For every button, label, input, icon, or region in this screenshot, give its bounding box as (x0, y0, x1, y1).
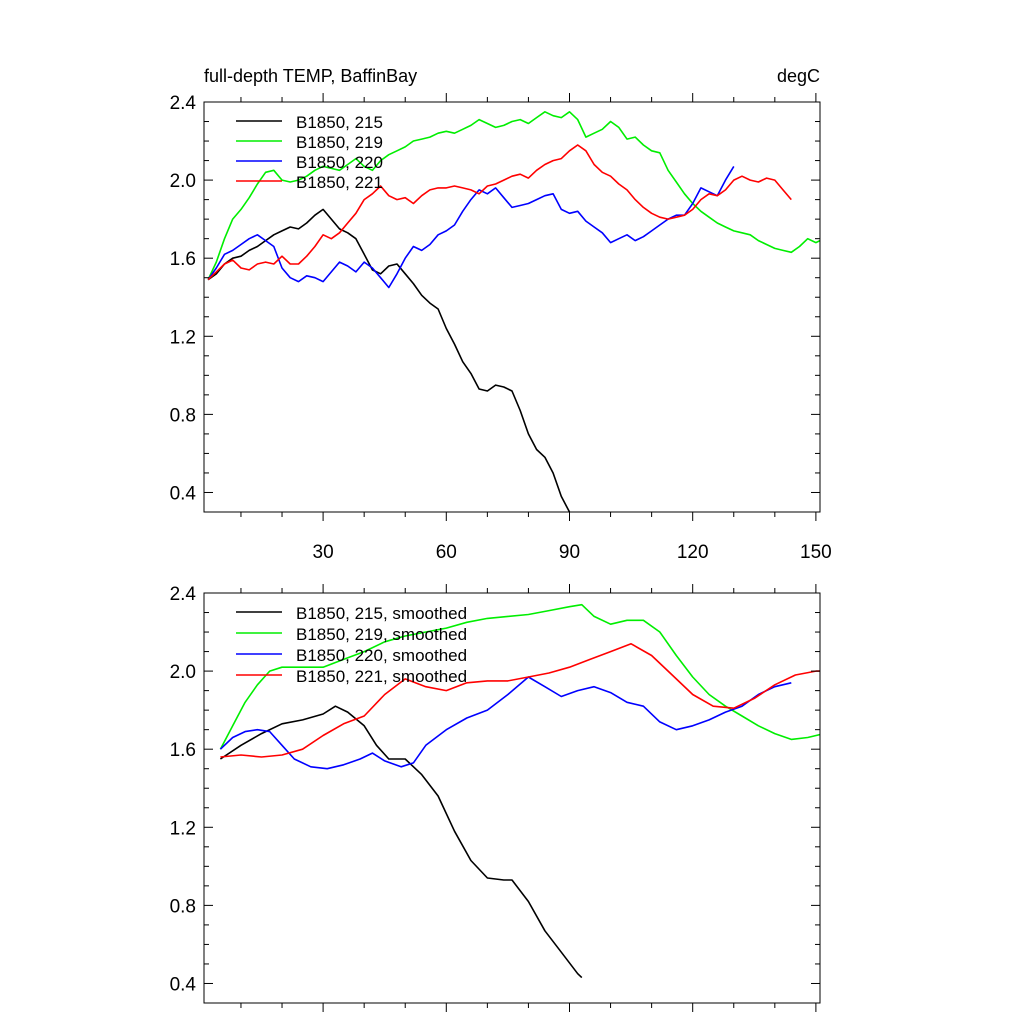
x-tick-label: 120 (677, 542, 709, 563)
legend-label-219-smoothed: B1850, 219, smoothed (296, 625, 467, 644)
series-line-b1850-221 (207, 144, 792, 281)
x-tick-label: 60 (436, 542, 457, 563)
plot-frame (203, 592, 821, 1004)
y-tick-label: 1.2 (170, 818, 196, 839)
x-tick-label: 90 (559, 542, 580, 563)
series-line-b1850-219 (207, 111, 820, 281)
legend: B1850, 215, smoothed B1850, 219, smoothe… (236, 604, 467, 686)
panel-title-right: degC (777, 66, 820, 86)
series-line-b1850-220 (207, 165, 735, 289)
panel-title-left: full-depth TEMP, BaffinBay (204, 66, 417, 86)
y-tick-label: 0.8 (170, 405, 196, 426)
series-line-b1850-215 (207, 208, 571, 512)
y-tick-label: 2.0 (170, 662, 196, 683)
legend-label-215-smoothed: B1850, 215, smoothed (296, 604, 467, 623)
y-tick-label: 1.2 (170, 327, 196, 348)
x-tick-label: 30 (313, 542, 334, 563)
y-tick-label: 1.6 (170, 249, 196, 270)
bottom-panel: 0.4 0.8 1.2 1.6 2.0 2.4 B1850, 215, smoothed … (170, 584, 821, 1012)
series-line-b1850-221-smoothed (220, 642, 820, 758)
legend-label-215: B1850, 215 (296, 113, 383, 132)
legend-label-221: B1850, 221 (296, 173, 383, 192)
series-line-b1850-220-smoothed (219, 676, 792, 770)
y-tick-label: 1.6 (170, 740, 196, 761)
legend: B1850, 215 B1850, 219 B1850, 220 B1850, … (236, 113, 383, 192)
legend-label-220-smoothed: B1850, 220, smoothed (296, 646, 467, 665)
series-line-b1850-215-smoothed (219, 705, 583, 979)
y-tick-label: 0.8 (170, 896, 196, 917)
legend-label-220: B1850, 220 (296, 153, 383, 172)
y-tick-label: 0.4 (170, 974, 197, 995)
y-tick-label: 2.4 (170, 93, 197, 114)
plot-frame (203, 101, 821, 513)
top-panel: full-depth TEMP, BaffinBay degC 0.4 0.8 1.… (170, 66, 832, 563)
y-tick-label: 2.4 (170, 584, 197, 605)
legend-label-221-smoothed: B1850, 221, smoothed (296, 667, 467, 686)
legend-label-219: B1850, 219 (296, 133, 383, 152)
x-tick-label: 150 (800, 542, 832, 563)
y-tick-label: 2.0 (170, 171, 196, 192)
y-tick-label: 0.4 (170, 483, 197, 504)
